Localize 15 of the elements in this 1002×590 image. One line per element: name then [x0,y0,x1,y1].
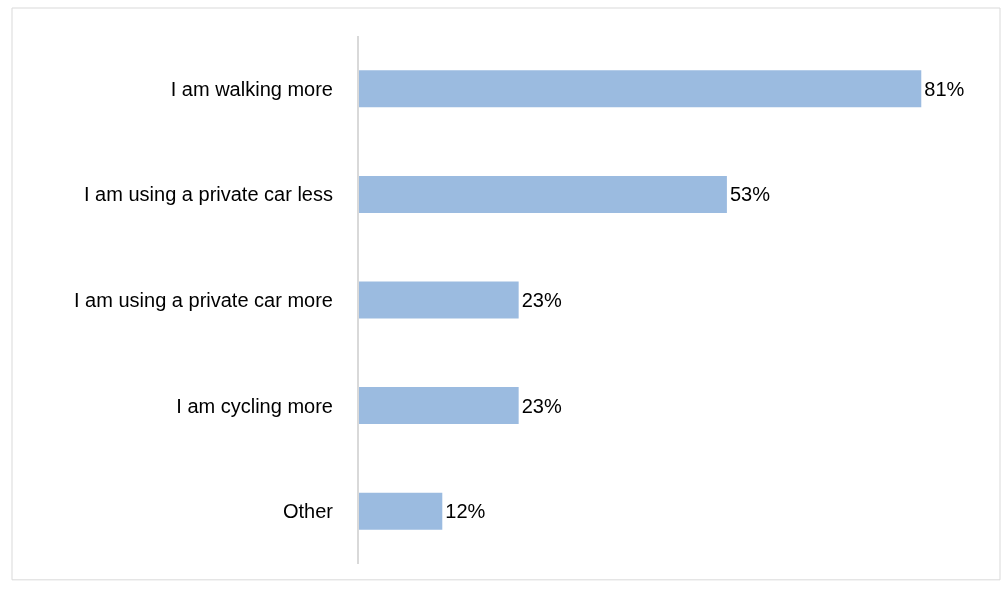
data-label: 23% [521,394,562,417]
bar [359,70,922,108]
y-tick-label: Other [282,500,334,523]
y-tick-label: I am walking more [170,77,333,100]
y-tick-label: I am cycling more [176,394,333,417]
data-label: 12% [445,500,486,523]
bar [359,387,519,425]
bar [359,175,727,213]
bar [359,492,443,530]
y-tick-label: I am using a private car more [74,289,333,311]
data-label: 53% [729,183,771,206]
bar [359,281,519,319]
data-label: 81% [924,77,965,100]
y-tick-label: I am using a private car less [84,183,333,206]
data-label: 23% [521,289,562,311]
